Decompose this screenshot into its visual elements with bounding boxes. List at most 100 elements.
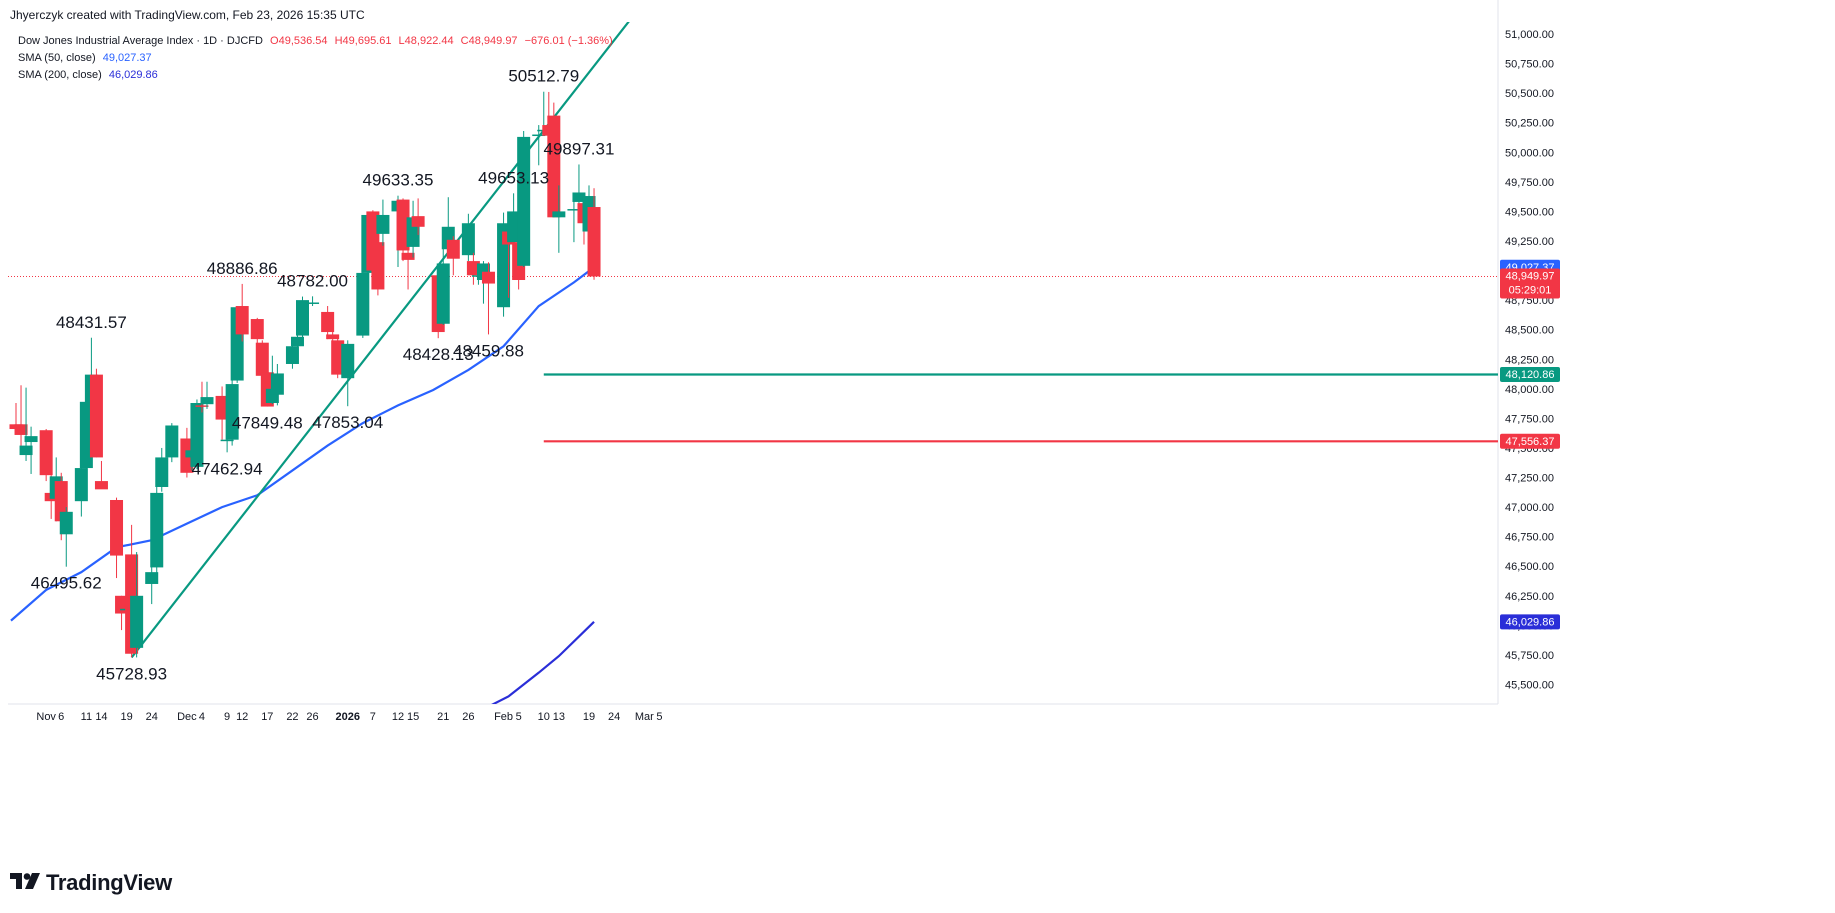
- price-annotation: 46495.62: [31, 574, 102, 593]
- x-tick-label: 21: [437, 711, 449, 723]
- candle-body: [110, 499, 124, 556]
- candle-body: [155, 457, 169, 487]
- x-tick-label: 22: [286, 711, 298, 723]
- candle-body: [507, 211, 521, 243]
- sma50-label: SMA (50, close): [18, 52, 96, 64]
- candle-body: [481, 271, 495, 284]
- y-tick-label: 51,000.00: [1505, 29, 1554, 41]
- x-tick-label: 5: [656, 711, 662, 723]
- x-tick-label: 6: [58, 711, 64, 723]
- price-annotation: 49897.31: [544, 139, 615, 158]
- candle-body: [290, 336, 304, 347]
- x-tick-label: 14: [95, 711, 107, 723]
- y-tick-label: 46,250.00: [1505, 591, 1554, 603]
- sma200-value: 46,029.86: [108, 69, 158, 81]
- ohlc-open: O49,536.54: [270, 35, 328, 47]
- x-tick-label: 15: [407, 711, 419, 723]
- candle-body: [54, 481, 68, 522]
- x-tick-label: Nov: [36, 711, 56, 723]
- price-annotation: 50512.79: [508, 67, 579, 86]
- x-tick-label: 13: [553, 711, 565, 723]
- candle-body: [296, 300, 310, 336]
- y-tick-label: 49,500.00: [1505, 206, 1554, 218]
- y-tick-label: 45,500.00: [1505, 680, 1554, 692]
- price-annotation: 48431.57: [56, 313, 127, 332]
- x-tick-label: 26: [462, 711, 474, 723]
- bar-countdown-label: 05:29:01: [1509, 284, 1552, 296]
- candle-body: [517, 136, 531, 266]
- candle-body: [94, 481, 108, 490]
- candle-body: [195, 405, 209, 407]
- candle-body: [59, 511, 73, 535]
- candle-body: [567, 209, 581, 211]
- candle-body: [547, 115, 561, 218]
- tradingview-brand[interactable]: TradingView: [10, 870, 172, 896]
- x-tick-label: 7: [370, 711, 376, 723]
- support-price-badge: [1500, 367, 1560, 383]
- tradingview-logo-icon: [10, 872, 40, 894]
- candle-body: [446, 239, 460, 259]
- y-tick-label: 49,250.00: [1505, 236, 1554, 248]
- y-tick-label: 50,500.00: [1505, 88, 1554, 100]
- candle-body: [255, 342, 269, 376]
- price-annotation: 47853.04: [312, 413, 383, 432]
- candle-body: [235, 306, 249, 335]
- last-price-label: 48,949.97: [1506, 270, 1555, 282]
- candle-body: [321, 311, 335, 333]
- x-tick-label: 2026: [336, 711, 360, 723]
- y-tick-label: 45,750.00: [1505, 650, 1554, 662]
- candle-body: [341, 343, 355, 379]
- x-tick-label: 12: [236, 711, 248, 723]
- sma200-price-badge: [1500, 614, 1560, 630]
- x-tick-label: 9: [224, 711, 230, 723]
- price-annotation: 45728.93: [96, 664, 167, 683]
- price-annotation: 48428.13: [403, 345, 474, 364]
- x-tick-label: 24: [608, 711, 620, 723]
- y-tick-label: 49,750.00: [1505, 177, 1554, 189]
- y-tick-label: 47,250.00: [1505, 473, 1554, 485]
- candle-body: [326, 334, 340, 340]
- x-tick-label: 17: [261, 711, 273, 723]
- x-tick-label: Feb: [494, 711, 513, 723]
- sma200-price-label: 46,029.86: [1506, 616, 1555, 628]
- last-price-badge: [1500, 268, 1560, 299]
- candle-body: [250, 319, 264, 340]
- y-tick-label: 48,250.00: [1505, 354, 1554, 366]
- price-annotation: 47849.48: [232, 414, 303, 433]
- y-tick-label: 46,750.00: [1505, 532, 1554, 544]
- x-tick-label: 10: [538, 711, 550, 723]
- ohlc-high: H49,695.61: [334, 35, 392, 47]
- candle-body: [552, 211, 566, 218]
- candle-body: [411, 216, 425, 227]
- price-annotation: 49633.35: [363, 171, 434, 190]
- brand-name: TradingView: [46, 870, 172, 895]
- candle-body: [572, 192, 586, 202]
- y-tick-label: 50,750.00: [1505, 59, 1554, 71]
- candle-body: [150, 492, 164, 568]
- x-tick-label: 19: [583, 711, 595, 723]
- price-annotation: 48886.86: [207, 259, 278, 278]
- symbol-legend: Dow Jones Industrial Average Index · 1D …: [18, 35, 617, 47]
- ohlc-low: L48,922.44: [398, 35, 454, 47]
- x-tick-label: 5: [516, 711, 522, 723]
- x-tick-label: 4: [199, 711, 205, 723]
- x-tick-label: 11: [81, 711, 92, 723]
- candle-body: [401, 252, 415, 260]
- candle-body: [461, 223, 475, 256]
- sma200-legend: SMA (200, close) 46,029.86: [18, 69, 158, 81]
- ohlc-change: −676.01 (−1.36%): [524, 35, 613, 47]
- candle-body: [466, 261, 480, 276]
- candle-body: [19, 445, 33, 456]
- x-tick-label: Dec: [177, 711, 197, 723]
- candle-body: [165, 425, 179, 458]
- y-tick-label: 50,000.00: [1505, 147, 1554, 159]
- candle-body: [532, 134, 546, 137]
- candle-body: [376, 214, 390, 234]
- candle-body: [356, 272, 370, 336]
- candle-body: [396, 199, 410, 251]
- candle-body: [285, 346, 299, 364]
- candle-body: [306, 302, 320, 304]
- x-tick-label: 12: [392, 711, 404, 723]
